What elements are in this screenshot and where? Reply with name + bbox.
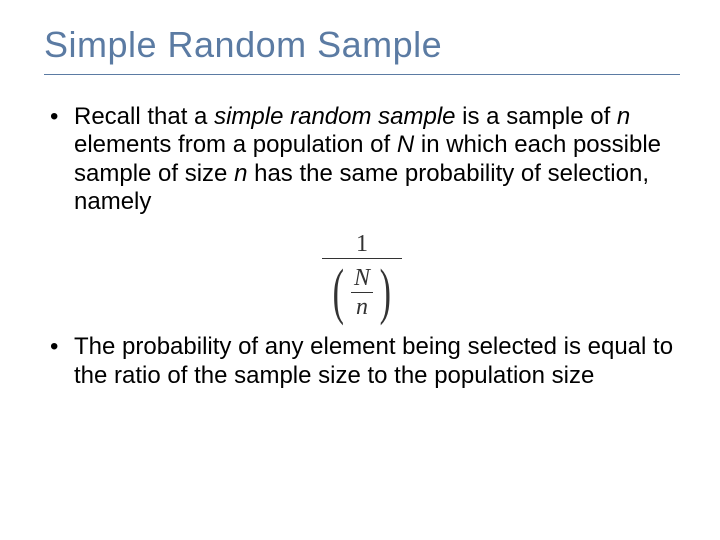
bullet-item-1: Recall that a simple random sample is a … bbox=[44, 103, 680, 216]
right-paren-icon: ) bbox=[380, 261, 391, 323]
formula-block: 1 ( N n ) bbox=[44, 232, 680, 323]
text-run-italic: n bbox=[234, 160, 247, 187]
title-underline bbox=[44, 74, 680, 75]
text-run-italic: simple random sample bbox=[214, 103, 455, 130]
formula: 1 ( N n ) bbox=[322, 232, 401, 323]
text-run: Recall that a bbox=[74, 103, 214, 130]
text-run-italic: n bbox=[617, 103, 630, 130]
fraction: 1 ( N n ) bbox=[322, 232, 401, 323]
bullet-list-2: The probability of any element being sel… bbox=[44, 333, 680, 390]
left-paren-icon: ( bbox=[333, 261, 344, 323]
bullet-item-2: The probability of any element being sel… bbox=[44, 333, 680, 390]
binomial-top: N bbox=[351, 266, 373, 293]
binomial-bottom: n bbox=[351, 293, 373, 319]
text-run-italic: N bbox=[397, 131, 414, 158]
binomial: ( N n ) bbox=[328, 261, 395, 323]
binomial-stack: N n bbox=[349, 261, 375, 323]
text-run: The probability of any element being sel… bbox=[74, 333, 673, 388]
slide: Simple Random Sample Recall that a simpl… bbox=[0, 0, 720, 540]
bullet-list: Recall that a simple random sample is a … bbox=[44, 103, 680, 216]
fraction-numerator: 1 bbox=[322, 232, 401, 259]
text-run: elements from a population of bbox=[74, 131, 397, 158]
text-run: is a sample of bbox=[456, 103, 617, 130]
slide-title: Simple Random Sample bbox=[44, 24, 680, 66]
fraction-denominator: ( N n ) bbox=[322, 259, 401, 323]
